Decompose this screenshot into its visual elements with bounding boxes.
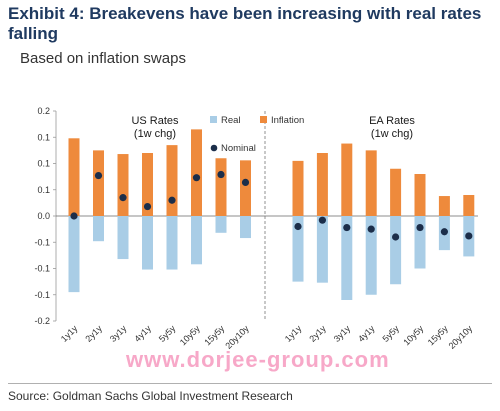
real-bar [390, 216, 402, 285]
panel-subtitle: (1w chg) [134, 128, 176, 140]
inflation-bar [142, 153, 153, 216]
nominal-point [217, 170, 225, 179]
nominal-point [241, 178, 250, 186]
legend-real-label: Real [221, 115, 241, 126]
legend-nominal-label: Nominal [221, 143, 256, 154]
nominal-point [94, 171, 103, 180]
real-bar [117, 216, 129, 260]
x-tick-label: 10y5y [401, 323, 425, 347]
real-bar [292, 216, 304, 282]
panel-subtitle: (1w chg) [371, 128, 413, 140]
inflation-bar [68, 138, 80, 216]
real-bar [316, 216, 328, 283]
x-tick-label: 3y1y [332, 323, 353, 344]
inflation-bar [414, 174, 426, 216]
nominal-point [192, 174, 201, 182]
nominal-point [416, 223, 424, 232]
real-bar [341, 216, 353, 300]
x-tick-label: 3y1y [108, 323, 129, 344]
y-tick-label: 0.1 [37, 159, 50, 169]
nominal-point [143, 202, 152, 211]
watermark-text: www.dorjee-group.com [126, 347, 390, 372]
nominal-point [318, 216, 326, 224]
x-tick-label: 1y1y [283, 323, 304, 344]
x-tick-label: 2y1y [83, 323, 104, 344]
source-divider [8, 383, 492, 384]
real-bar [191, 216, 202, 265]
inflation-bar [390, 168, 402, 216]
nominal-point [343, 223, 351, 232]
x-tick-label: 5y5y [157, 323, 178, 344]
nominal-point [119, 194, 127, 202]
real-bar [414, 216, 426, 269]
real-bar [93, 216, 104, 242]
legend-inflation-swatch [260, 116, 267, 123]
x-tick-label: 2y1y [307, 323, 328, 344]
y-tick-label: 0.1 [37, 185, 50, 195]
inflation-bar [117, 154, 129, 216]
real-bar [215, 216, 227, 233]
legend-inflation-label: Inflation [271, 115, 304, 126]
x-tick-label: 10y5y [178, 323, 202, 347]
panel-title: EA Rates [369, 115, 415, 127]
inflation-bar [166, 145, 178, 216]
source-note: Source: Goldman Sachs Global Investment … [8, 389, 293, 403]
inflation-bar [93, 150, 104, 216]
real-bar [166, 216, 178, 270]
x-tick-label: 4y1y [356, 323, 377, 344]
nominal-point [440, 228, 448, 236]
real-bar [68, 216, 80, 293]
y-tick-label: 0.2 [37, 106, 50, 116]
inflation-bar [316, 153, 328, 216]
chart-title: Exhibit 4: Breakevens have been increasi… [8, 4, 482, 43]
y-tick-label: 0.1 [37, 132, 50, 142]
inflation-bar [341, 143, 353, 216]
x-tick-label: 20y10y [447, 323, 475, 351]
inflation-bar [365, 150, 377, 216]
nominal-point [392, 233, 400, 241]
y-tick-label: -0.1 [34, 290, 50, 300]
legend-nominal-marker [210, 144, 218, 152]
y-tick-label: -0.2 [34, 316, 50, 326]
y-tick-label: -0.1 [34, 264, 50, 274]
inflation-bar [463, 195, 475, 216]
y-tick-label: 0.0 [37, 211, 50, 221]
x-tick-label: 5y5y [380, 323, 401, 344]
real-bar [240, 216, 251, 239]
x-tick-label: 1y1y [59, 323, 80, 344]
x-tick-label: 4y1y [132, 323, 153, 344]
nominal-point [294, 222, 302, 231]
chart-subtitle: Based on inflation swaps [20, 50, 186, 67]
nominal-point [367, 225, 375, 233]
nominal-point [465, 232, 473, 240]
inflation-bar [240, 160, 251, 216]
nominal-point [168, 196, 176, 204]
inflation-bar [438, 196, 450, 216]
panel-title: US Rates [131, 115, 179, 127]
real-bar [365, 216, 377, 295]
inflation-bar [292, 160, 304, 216]
inflation-bar [191, 129, 202, 216]
y-tick-label: -0.1 [34, 237, 50, 247]
inflation-bar [215, 158, 227, 216]
legend-real-swatch [210, 116, 217, 123]
real-bar [142, 216, 153, 270]
nominal-point [70, 212, 78, 220]
